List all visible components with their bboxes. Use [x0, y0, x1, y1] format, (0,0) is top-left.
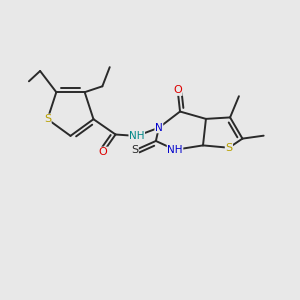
- Text: NH: NH: [129, 131, 145, 141]
- Text: NH: NH: [167, 145, 183, 155]
- Text: O: O: [173, 85, 182, 95]
- Text: O: O: [99, 147, 108, 157]
- Text: S: S: [131, 146, 138, 155]
- Text: N: N: [155, 123, 163, 133]
- Text: S: S: [44, 114, 51, 124]
- Text: S: S: [225, 143, 233, 153]
